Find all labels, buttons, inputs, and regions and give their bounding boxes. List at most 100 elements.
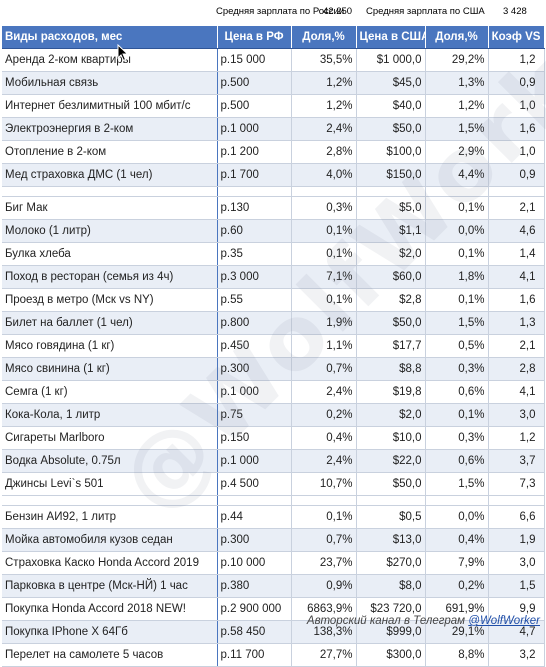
cell-price-rf[interactable]: р.1 000 <box>217 380 292 404</box>
cell-coef[interactable]: 6,6 <box>488 505 545 529</box>
cell-share-rf[interactable]: 2,4% <box>291 380 357 404</box>
cell-share-us[interactable]: 8,8% <box>425 643 489 667</box>
cell-share-rf[interactable]: 1,2% <box>291 94 357 118</box>
cell-coef[interactable]: 1,9 <box>488 528 545 552</box>
cell-price-rf[interactable]: р.300 <box>217 528 292 552</box>
cell-name[interactable]: Сигареты Marlboro <box>2 426 218 450</box>
cell-price-us[interactable]: $50,0 <box>356 472 426 496</box>
cell-price-rf[interactable]: р.11 700 <box>217 643 292 667</box>
cell-price-rf[interactable]: р.800 <box>217 311 292 335</box>
cell-share-us[interactable]: 0,6% <box>425 380 489 404</box>
cell-name[interactable]: Молоко (1 литр) <box>2 219 218 243</box>
cell-price-us[interactable]: $5,0 <box>356 196 426 220</box>
cell-share-us[interactable]: 1,5% <box>425 117 489 141</box>
cell-share-rf[interactable]: 4,0% <box>291 163 357 187</box>
cell-price-rf[interactable]: р.35 <box>217 242 292 266</box>
cell-name[interactable]: Семга (1 кг) <box>2 380 218 404</box>
cell-name[interactable]: Джинсы Levi`s 501 <box>2 472 218 496</box>
cell-share-us[interactable]: 0,1% <box>425 196 489 220</box>
cell-share-us[interactable]: 0,4% <box>425 528 489 552</box>
cell-price-rf[interactable]: р.15 000 <box>217 48 292 72</box>
cell-share-us[interactable]: 1,8% <box>425 265 489 289</box>
cell-share-us[interactable]: 0,6% <box>425 449 489 473</box>
cell-name[interactable]: Кока-Кола, 1 литр <box>2 403 218 427</box>
cell-share-us[interactable]: 0,0% <box>425 219 489 243</box>
cell-share-us[interactable]: 0,5% <box>425 334 489 358</box>
table-row[interactable]: Мед страховка ДМС (1 чел) р.1 700 4,0% $150… <box>2 163 545 187</box>
cell-coef[interactable]: 4,1 <box>488 265 545 289</box>
cell-price-us[interactable]: $100,0 <box>356 140 426 164</box>
cell-share-rf[interactable]: 0,1% <box>291 242 357 266</box>
cell-share-us[interactable]: 29,2% <box>425 48 489 72</box>
table-row[interactable]: Поход в ресторан (семья из 4ч) р.3 000 7,1… <box>2 265 545 289</box>
table-row[interactable]: Интернет безлимитный 100 мбит/с р.500 1,2%… <box>2 94 545 118</box>
header-share-rf[interactable]: Доля,% <box>291 26 357 49</box>
table-row[interactable]: Джинсы Levi`s 501 р.4 500 10,7% $50,0 1,5% 7,… <box>2 472 545 496</box>
cell-share-us[interactable]: 691,9% <box>425 597 489 621</box>
cell-price-rf[interactable]: р.1 700 <box>217 163 292 187</box>
cell-coef[interactable]: 1,2 <box>488 48 545 72</box>
telegram-link[interactable]: @WolfWorker <box>468 615 540 627</box>
cell-name[interactable]: Мобильная связь <box>2 71 218 95</box>
cell-name[interactable]: Покупка Honda Accord 2018 NEW! <box>2 597 218 621</box>
cell-price-us[interactable]: $40,0 <box>356 94 426 118</box>
cell-coef[interactable]: 2,1 <box>488 196 545 220</box>
cell-price-us[interactable]: $23 720,0 <box>356 597 426 621</box>
cell-name[interactable]: Мясо говядина (1 кг) <box>2 334 218 358</box>
cell-share-us[interactable]: 0,1% <box>425 242 489 266</box>
header-share-us[interactable]: Доля,% <box>425 26 489 49</box>
cell-price-rf[interactable]: р.150 <box>217 426 292 450</box>
cell-share-rf[interactable]: 1,9% <box>291 311 357 335</box>
cell-coef[interactable]: 3,2 <box>488 643 545 667</box>
cell-share-rf[interactable]: 0,9% <box>291 574 357 598</box>
cell-price-rf[interactable]: р.1 000 <box>217 449 292 473</box>
cell-share-us[interactable]: 1,2% <box>425 94 489 118</box>
cell-price-rf[interactable]: р.1 000 <box>217 117 292 141</box>
cell-share-us[interactable]: 0,0% <box>425 505 489 529</box>
cell-share-us[interactable]: 2,9% <box>425 140 489 164</box>
cell-price-us[interactable]: $0,5 <box>356 505 426 529</box>
cell-name[interactable]: Мясо свинина (1 кг) <box>2 357 218 381</box>
cell-coef[interactable]: 1,6 <box>488 288 545 312</box>
cell-price-rf[interactable]: р.130 <box>217 196 292 220</box>
table-row[interactable]: Отопление в 2-ком р.1 200 2,8% $100,0 2,9% 1,… <box>2 140 545 164</box>
cell-price-us[interactable]: $300,0 <box>356 643 426 667</box>
cell-price-us[interactable]: $50,0 <box>356 311 426 335</box>
cell-price-us[interactable]: $50,0 <box>356 117 426 141</box>
cell-share-rf[interactable]: 35,5% <box>291 48 357 72</box>
cell-name[interactable]: Аренда 2-ком квартиры <box>2 48 218 72</box>
cell-share-rf[interactable]: 2,4% <box>291 449 357 473</box>
cell-price-us[interactable]: $2,0 <box>356 242 426 266</box>
cell-price-us[interactable]: $2,0 <box>356 403 426 427</box>
cell-coef[interactable]: 3,7 <box>488 449 545 473</box>
cell-name[interactable]: Булка хлеба <box>2 242 218 266</box>
cell-name[interactable]: Биг Мак <box>2 196 218 220</box>
cell-price-us[interactable]: $8,8 <box>356 357 426 381</box>
cell-name[interactable]: Страховка Каско Honda Accord 2019 <box>2 551 218 575</box>
table-row[interactable]: Страховка Каско Honda Accord 2019 р.10 00… <box>2 551 545 575</box>
cell-price-rf[interactable]: р.1 200 <box>217 140 292 164</box>
cell-name[interactable]: Водка Absolute, 0.75л <box>2 449 218 473</box>
table-row[interactable]: Парковка в центре (Мск-НЙ) 1 час р.380 0,9… <box>2 574 545 598</box>
cell-price-us[interactable]: $19,8 <box>356 380 426 404</box>
table-row[interactable]: Сигареты Marlboro р.150 0,4% $10,0 0,3% 1,2 <box>2 426 545 450</box>
cell-share-rf[interactable]: 10,7% <box>291 472 357 496</box>
cell-share-us[interactable]: 0,1% <box>425 288 489 312</box>
cell-coef[interactable]: 0,9 <box>488 71 545 95</box>
table-row[interactable]: Водка Absolute, 0.75л р.1 000 2,4% $22,0 0,6… <box>2 449 545 473</box>
cell-price-us[interactable]: $45,0 <box>356 71 426 95</box>
cell-price-rf[interactable]: р.4 500 <box>217 472 292 496</box>
cell-coef[interactable]: 0,9 <box>488 163 545 187</box>
cell-share-us[interactable]: 7,9% <box>425 551 489 575</box>
table-row[interactable]: Мобильная связь р.500 1,2% $45,0 1,3% 0,9 <box>2 71 545 95</box>
cell-coef[interactable]: 1,0 <box>488 140 545 164</box>
table-row[interactable]: Билет на баллет (1 чел) р.800 1,9% $50,0 1,5… <box>2 311 545 335</box>
cell-share-rf[interactable]: 0,4% <box>291 426 357 450</box>
cell-coef[interactable]: 3,0 <box>488 403 545 427</box>
cell-price-rf[interactable]: р.500 <box>217 94 292 118</box>
table-row[interactable]: Мясо говядина (1 кг) р.450 1,1% $17,7 0,5% 2,… <box>2 334 545 358</box>
cell-share-rf[interactable]: 0,7% <box>291 357 357 381</box>
cell-share-rf[interactable]: 1,2% <box>291 71 357 95</box>
cell-share-rf[interactable]: 0,2% <box>291 403 357 427</box>
cell-coef[interactable]: 4,1 <box>488 380 545 404</box>
